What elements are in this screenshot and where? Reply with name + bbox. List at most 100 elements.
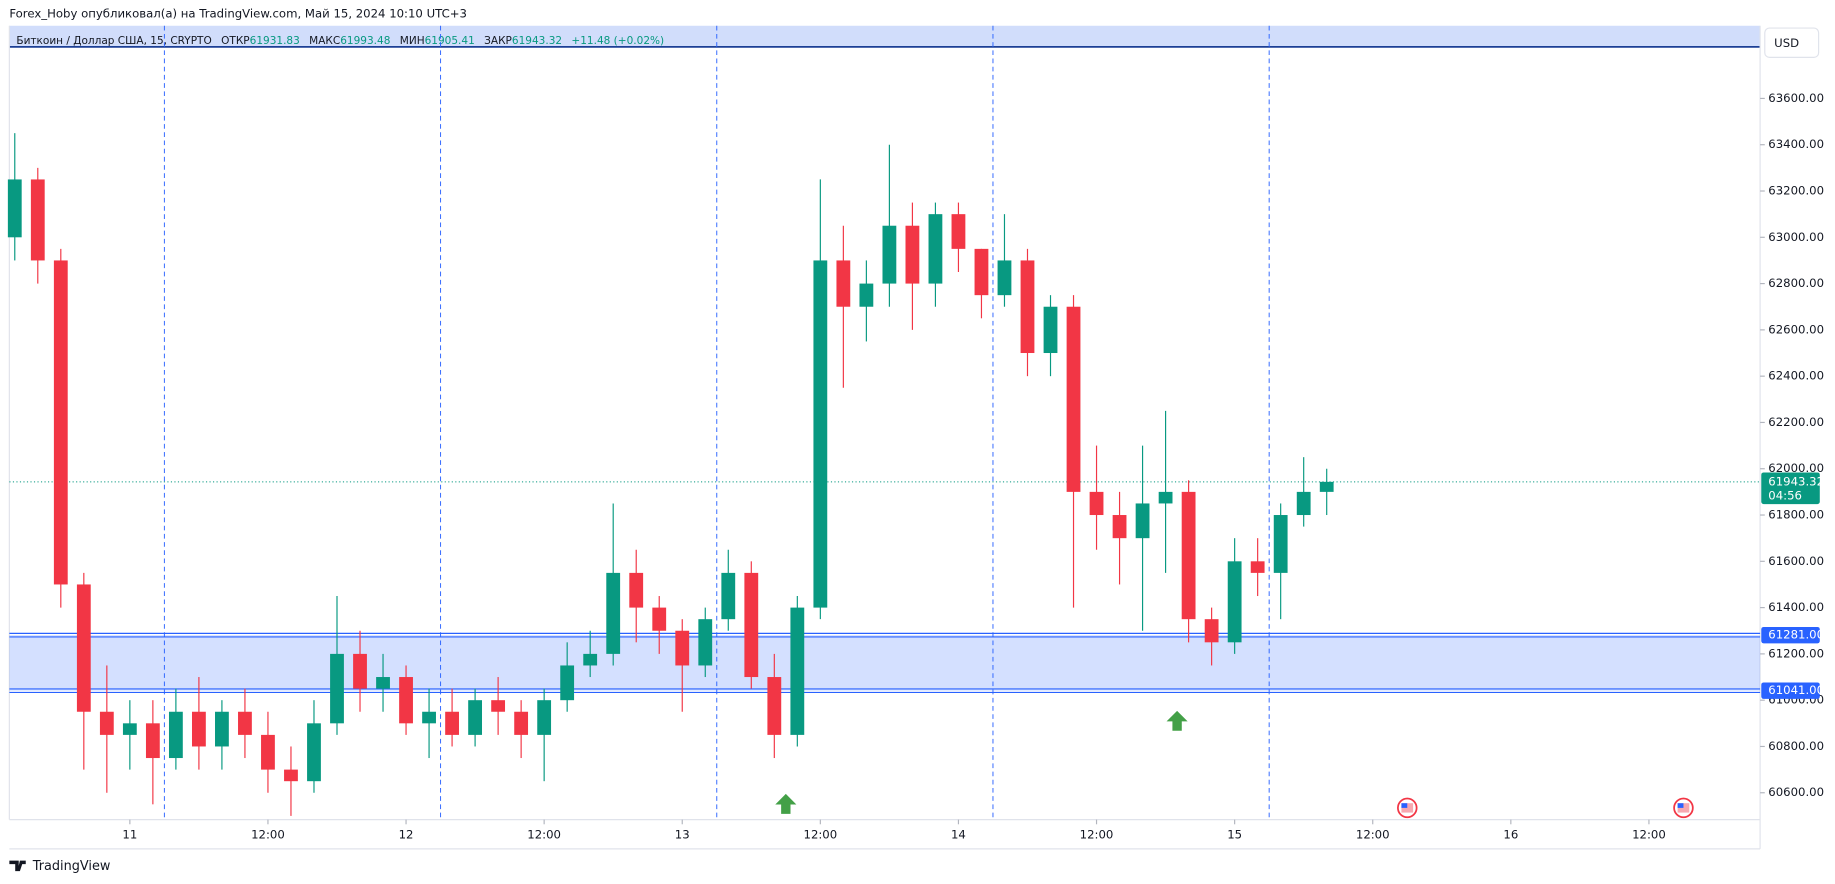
candle-body (1158, 491, 1173, 504)
candle-body (468, 700, 483, 735)
x-tick-label: 15 (1227, 827, 1242, 841)
legend-label: МИН (400, 35, 425, 47)
candle (468, 688, 483, 747)
candle-body (951, 214, 966, 249)
x-tick-label: 12:00 (1356, 827, 1390, 841)
y-tick-label: 60800.00 (1768, 739, 1824, 753)
candle (560, 642, 575, 712)
candle (514, 700, 529, 759)
candle (721, 549, 736, 631)
candle-body (491, 700, 506, 712)
candle-body (813, 260, 828, 608)
event-flag (1397, 797, 1418, 819)
candle-body (99, 711, 114, 735)
event-icon (1401, 803, 1408, 808)
candle-body (353, 653, 367, 689)
candle (1296, 457, 1311, 527)
candle (951, 202, 966, 273)
candle (1135, 445, 1150, 631)
candle (1089, 445, 1104, 550)
event-flag (1673, 797, 1694, 819)
candle (1181, 480, 1196, 643)
legend-label: ОТКР (221, 35, 250, 47)
candle (7, 133, 22, 261)
candle-body (629, 572, 644, 608)
candle (813, 179, 828, 620)
event-icon (1401, 803, 1414, 813)
candle-body (238, 711, 252, 735)
top-band (9, 25, 1761, 47)
candle-body (1020, 260, 1035, 354)
candle (1250, 538, 1265, 597)
zone-price-tag (1761, 682, 1820, 699)
candle (53, 248, 68, 608)
candle-body (928, 214, 943, 284)
candle-body (1319, 481, 1334, 492)
legend-label: МАКС (309, 35, 340, 47)
candle (76, 572, 91, 770)
candle (1112, 491, 1127, 585)
candle-body (974, 248, 989, 296)
candle-body (330, 653, 344, 724)
last-price-tag (1761, 472, 1820, 505)
candle (997, 214, 1012, 307)
up-arrow (775, 793, 797, 814)
y-tick-label: 62200.00 (1768, 415, 1824, 429)
candle (928, 202, 943, 307)
legend-label: ЗАКР (484, 35, 512, 47)
x-tick-label: 11 (122, 827, 137, 841)
candle-body (583, 653, 598, 666)
legend: Биткоин / Доллар США, 15, CRYPTO ОТКР6193… (16, 35, 664, 47)
candle (629, 549, 644, 643)
candle-body (1250, 561, 1265, 573)
candle (30, 167, 45, 284)
candle-body (376, 677, 390, 689)
x-tick-label: 12:00 (804, 827, 838, 841)
candle (491, 677, 506, 735)
candle-body (1181, 491, 1196, 620)
candle-body (514, 711, 529, 735)
candle-body (537, 700, 552, 735)
countdown-label: 04:56 (1768, 488, 1802, 502)
page-title: Forex_Hoby опубликовал(а) на TradingView… (9, 7, 467, 21)
candle (836, 225, 851, 388)
candle (215, 700, 229, 770)
candle (790, 596, 805, 747)
candle (122, 700, 137, 770)
candle (99, 665, 114, 793)
candle (1158, 410, 1173, 573)
candle-body (122, 723, 137, 735)
candle-body (168, 711, 183, 759)
candle (1273, 503, 1288, 620)
y-tick-label: 61800.00 (1768, 508, 1824, 522)
candle-body (652, 607, 667, 631)
candle-body (1296, 491, 1311, 516)
y-tick-label: 61600.00 (1768, 554, 1824, 568)
y-tick-label: 61400.00 (1768, 600, 1824, 614)
candle-body (1273, 515, 1288, 573)
candle-body (859, 283, 874, 307)
candle (422, 688, 436, 759)
candle (1020, 248, 1035, 377)
candle-body (767, 677, 782, 735)
candle (1043, 295, 1058, 377)
candle-body (76, 584, 91, 712)
y-tick-label: 63400.00 (1768, 137, 1824, 151)
currency-label[interactable]: USD (1774, 36, 1799, 50)
y-tick-label: 60600.00 (1768, 785, 1824, 799)
legend-value: 61993.48 (340, 35, 390, 47)
candle (905, 202, 920, 330)
candle-body (1112, 515, 1127, 539)
x-tick-label: 12 (399, 827, 414, 841)
currency-button[interactable] (1764, 27, 1820, 58)
legend-change: +11.48 (+0.02%) (571, 35, 664, 47)
x-tick-label: 12:00 (1632, 827, 1666, 841)
y-tick-label: 63200.00 (1768, 184, 1824, 198)
candle (191, 677, 206, 770)
zone (9, 635, 1761, 691)
candle-body (445, 711, 459, 735)
y-tick-label: 61200.00 (1768, 646, 1824, 660)
candle (445, 688, 459, 747)
